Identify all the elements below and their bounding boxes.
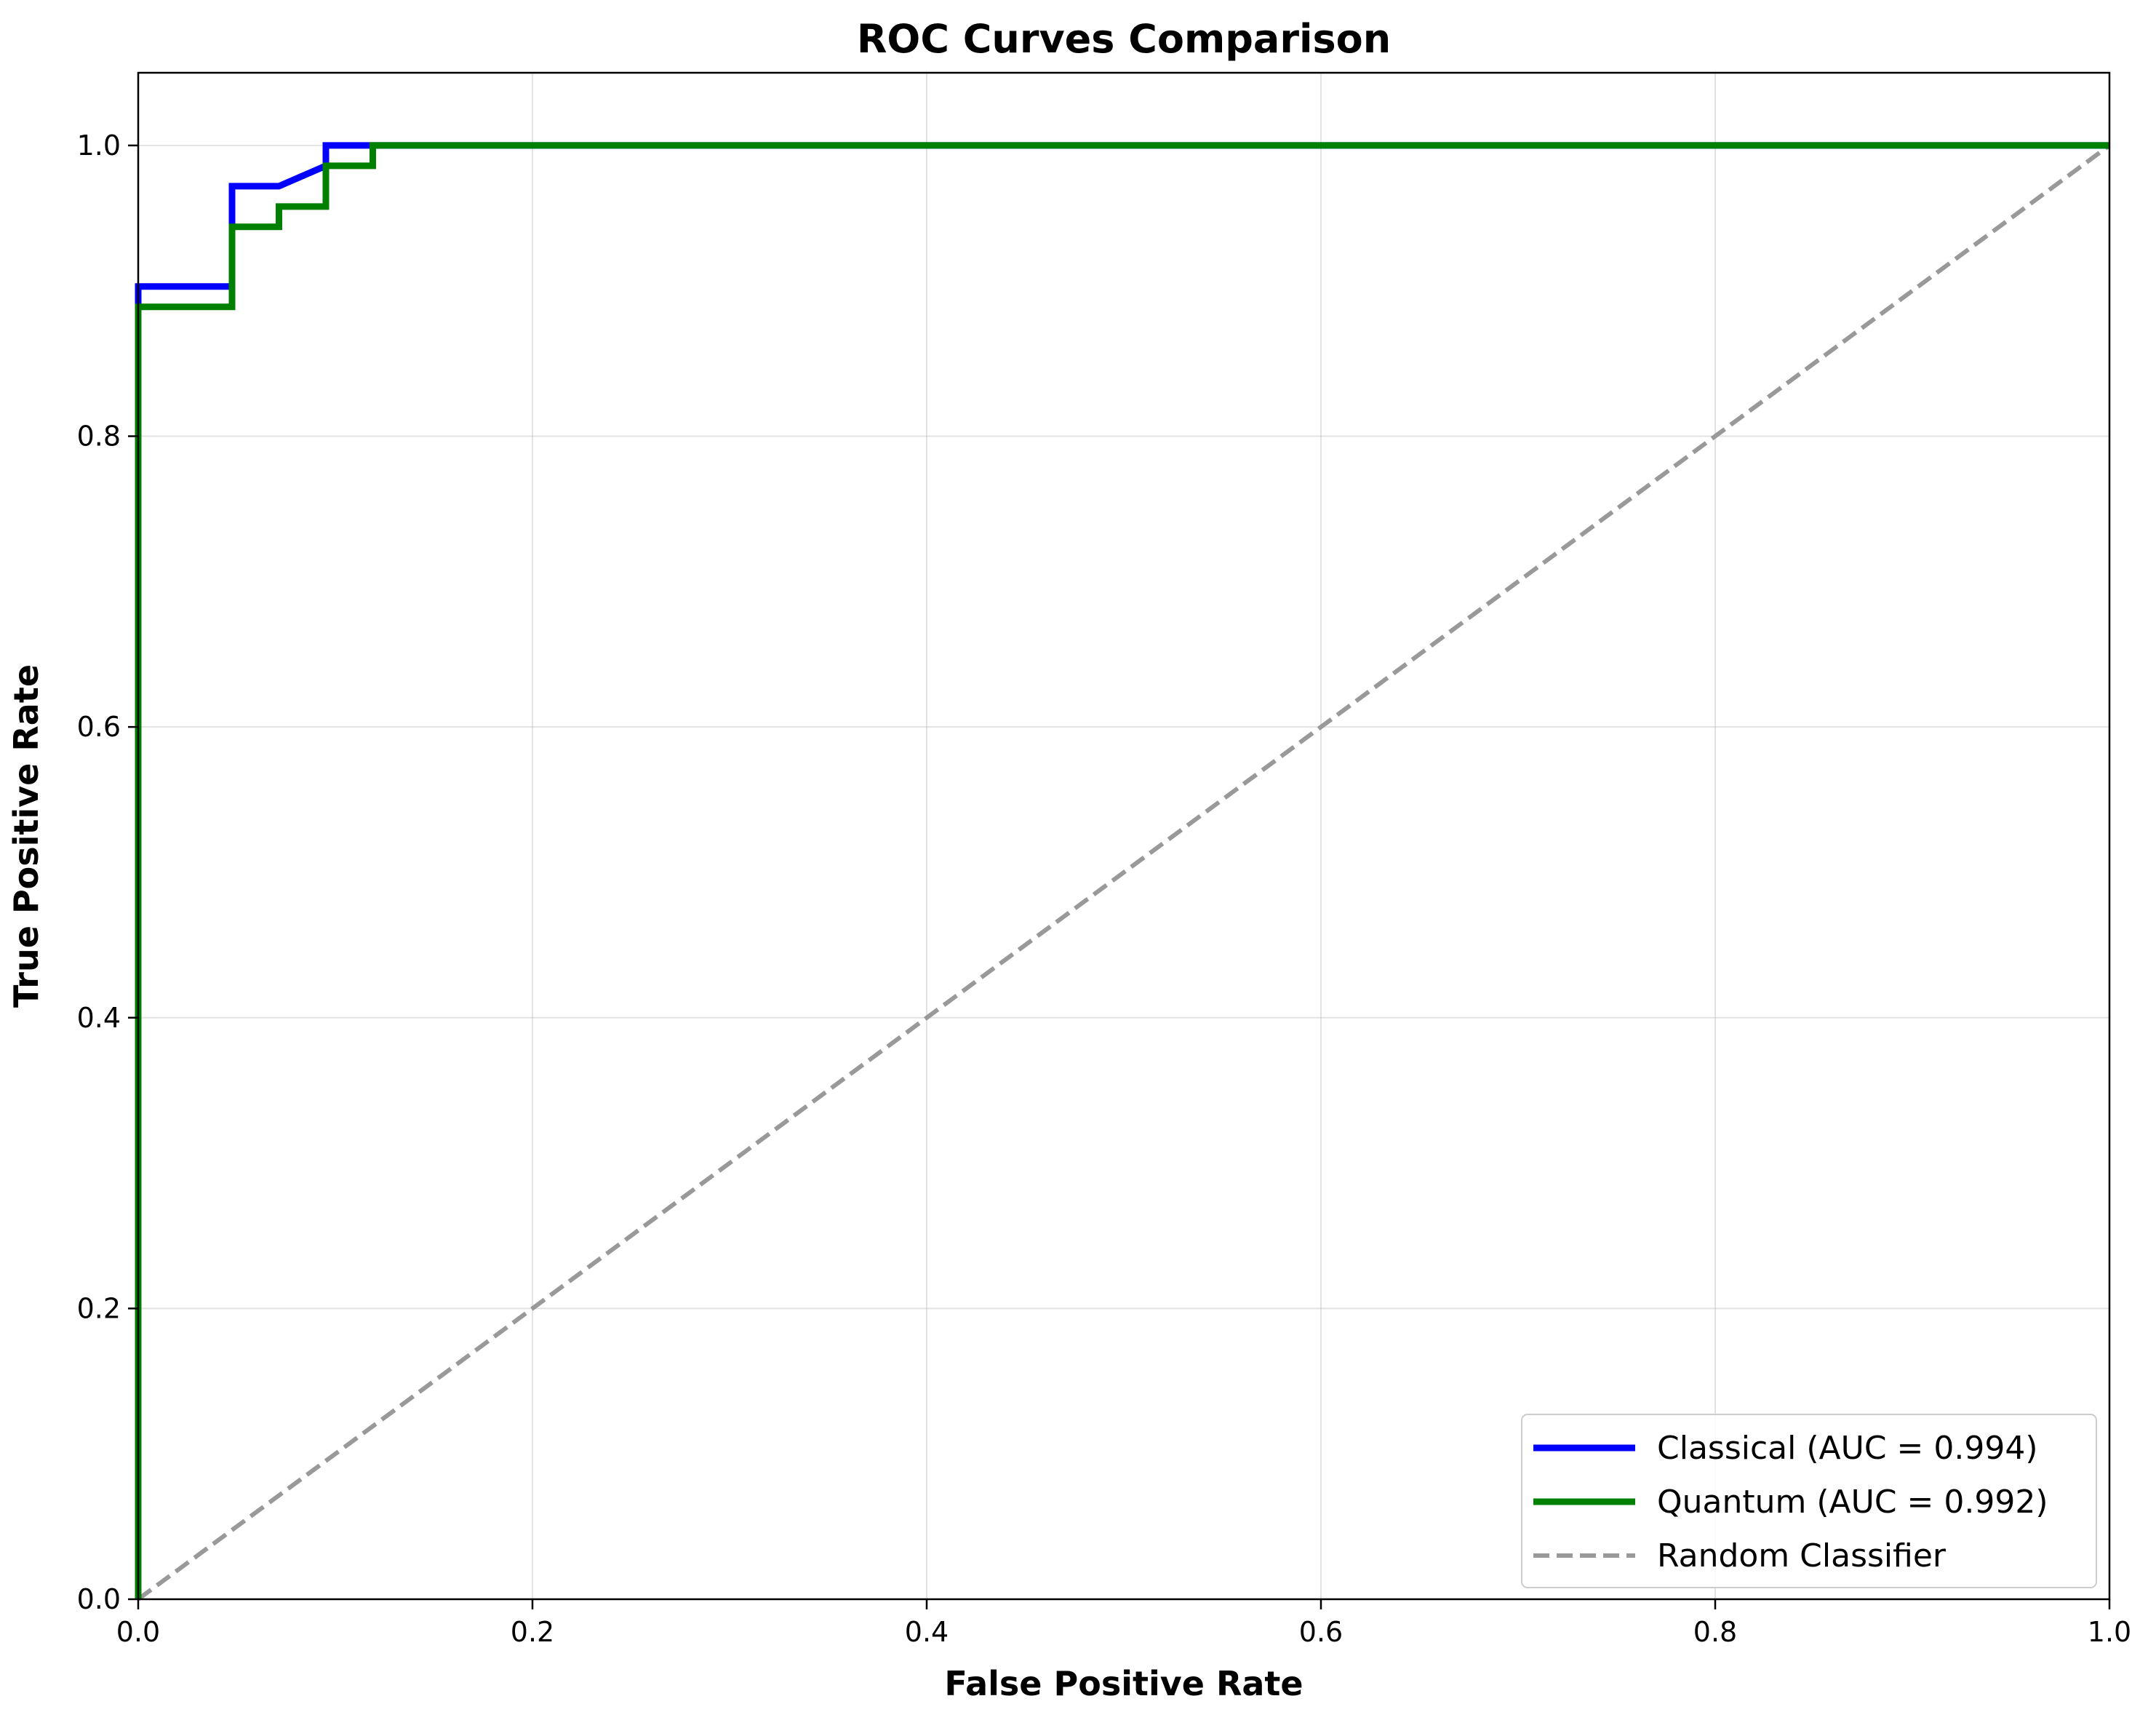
legend-label: Random Classifier [1657, 1537, 1947, 1574]
series-layer [135, 142, 2111, 1601]
x-tick-label: 1.0 [2088, 1616, 2131, 1648]
y-tick-label: 1.0 [77, 130, 121, 162]
y-tick-label: 0.4 [77, 1002, 121, 1034]
series-line-random [137, 143, 2111, 1601]
y-tick-label: 0.0 [77, 1583, 121, 1615]
series-line-classical [135, 142, 2109, 1599]
series-line-quantum [135, 142, 2109, 1599]
y-axis-title: True Positive Rate [7, 664, 46, 1008]
x-tick-label: 0.6 [1299, 1616, 1343, 1648]
legend-label: Quantum (AUC = 0.992) [1657, 1484, 2048, 1521]
grid [137, 73, 2110, 1600]
y-tick-label: 0.2 [77, 1292, 121, 1324]
x-tick-label: 0.0 [116, 1616, 160, 1648]
legend: Classical (AUC = 0.994) Quantum (AUC = 0.… [1521, 1414, 2097, 1588]
axes-ticks: 0.0 0.2 0.4 0.6 0.8 1.0 0.0 0.2 0.4 0.6 0.8 1.0 [77, 130, 2132, 1648]
x-tick-label: 0.2 [511, 1616, 554, 1648]
plot-frame [137, 71, 2111, 1601]
legend-label: Classical (AUC = 0.994) [1657, 1430, 2038, 1467]
x-tick-label: 0.4 [905, 1616, 949, 1648]
chart-title: ROC Curves Comparison [857, 16, 1391, 62]
y-tick-label: 0.8 [77, 421, 121, 453]
legend-box [1521, 1414, 2097, 1588]
x-axis-title: False Positive Rate [944, 1664, 1303, 1703]
y-tick-label: 0.6 [77, 711, 121, 743]
x-tick-label: 0.8 [1693, 1616, 1737, 1648]
